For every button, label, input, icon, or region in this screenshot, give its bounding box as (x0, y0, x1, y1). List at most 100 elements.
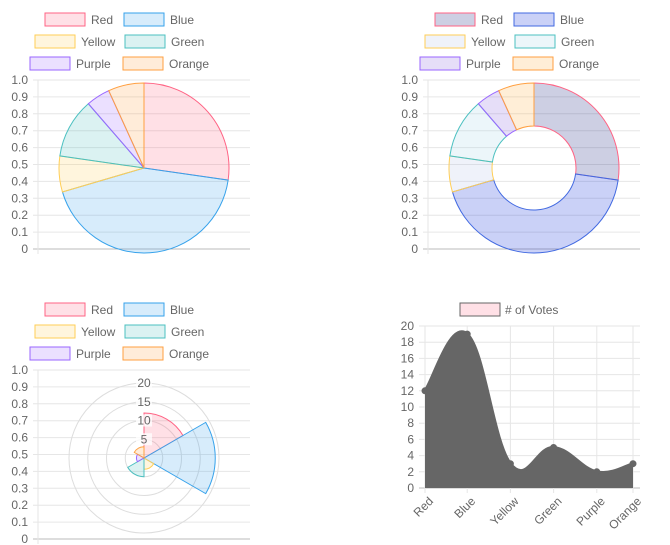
legend-swatch-orange (122, 56, 164, 71)
legend-label-orange: Orange (169, 57, 209, 71)
y-tick-label: 0.5 (11, 158, 28, 172)
y-tick-label: 0.3 (11, 191, 28, 205)
polar-legend: Red Blue Yellow Green Purple Orange (29, 302, 209, 361)
pie-slice-orange (108, 82, 145, 169)
y-tick-label: 1.0 (11, 363, 28, 377)
polar-tick-label: 15 (137, 395, 151, 409)
polar-sector-orange (133, 446, 145, 459)
legend-swatch-orange (512, 56, 554, 71)
legend-label-votes: # of Votes (505, 303, 558, 317)
legend-swatch-yellow (34, 34, 76, 49)
y-tick-label: 0.9 (11, 380, 28, 394)
legend-swatch-blue (123, 12, 165, 27)
y-tick-label: 14 (401, 368, 415, 382)
y-tick-label: 0.2 (11, 208, 28, 222)
pie-slice-red (143, 82, 230, 181)
legend-label-orange: Orange (169, 347, 209, 361)
legend-label-yellow: Yellow (81, 35, 116, 49)
y-tick-label: 10 (401, 400, 415, 414)
polar-sector-red (143, 412, 184, 459)
y-tick-label: 0.7 (11, 414, 28, 428)
y-tick-label: 0.5 (11, 448, 28, 462)
legend-swatch-green (124, 34, 166, 49)
area-chart: # of Votes 0 2 4 6 8 10 12 14 16 18 20 Red Blue Yellow… (401, 302, 644, 532)
legend-swatch-red (44, 302, 86, 317)
polar-tick-backdrop (136, 395, 152, 408)
legend-swatch-purple (419, 56, 461, 71)
legend-label-purple: Purple (76, 57, 111, 71)
y-tick-label: 0.5 (401, 158, 418, 172)
doughnut-chart: Red Blue Yellow Green Purple Orange 0 0.1 0.2 0.3… (401, 12, 640, 256)
legend-label-purple: Purple (76, 347, 111, 361)
legend-swatch-votes (459, 302, 501, 317)
legend-swatch-red (434, 12, 476, 27)
y-tick-label: 1.0 (401, 73, 418, 87)
polar-tick-label: 5 (141, 432, 148, 446)
y-tick-label: 0 (407, 481, 414, 495)
doughnut-slice-red (533, 82, 620, 181)
polar-tick-label: 10 (137, 414, 151, 428)
data-point-green (550, 444, 558, 451)
legend-label-red: Red (91, 303, 113, 317)
legend-label-orange: Orange (559, 57, 599, 71)
y-tick-label: 0 (411, 242, 418, 256)
y-tick-label: 0.3 (401, 191, 418, 205)
polar-tick-backdrop (136, 414, 152, 427)
legend-label-purple: Purple (466, 57, 501, 71)
legend-swatch-purple (29, 346, 71, 361)
y-tick-label: 0.8 (11, 107, 28, 121)
polar-area-chart: Red Blue Yellow Green Purple Orange 0 0.1 0.2 0.3… (11, 302, 250, 545)
legend-label-green: Green (561, 35, 594, 49)
y-tick-label: 4 (407, 449, 414, 463)
pie-chart: Red Blue Yellow Green Purple Orange 0 0.1 0.2 0.3… (11, 12, 250, 256)
y-tick-label: 6 (407, 432, 414, 446)
polar-sector-blue (143, 421, 216, 495)
legend-swatch-green (124, 324, 166, 339)
y-tick-label: 0 (21, 242, 28, 256)
legend-swatch-green (514, 34, 556, 49)
legend-swatch-purple (29, 56, 71, 71)
x-tick-label-yellow: Yellow (487, 494, 521, 528)
y-tick-label: 0.7 (11, 124, 28, 138)
y-tick-label: 1.0 (11, 73, 28, 87)
y-tick-label: 0.6 (11, 141, 28, 155)
x-tick-label-orange: Orange (606, 494, 644, 532)
legend-label-yellow: Yellow (81, 325, 116, 339)
y-tick-label: 0.9 (11, 90, 28, 104)
legend-label-blue: Blue (170, 13, 194, 27)
legend-label-blue: Blue (560, 13, 584, 27)
y-tick-label: 0.4 (11, 174, 28, 188)
y-tick-label: 0.2 (401, 208, 418, 222)
x-tick-label-green: Green (531, 494, 564, 527)
legend-swatch-blue (513, 12, 555, 27)
y-tick-label: 0.1 (11, 515, 28, 529)
data-point-yellow (506, 460, 514, 468)
y-tick-label: 0.1 (401, 225, 418, 239)
x-tick-label-purple: Purple (573, 494, 608, 529)
y-tick-label: 12 (401, 384, 415, 398)
y-tick-label: 0.6 (11, 431, 28, 445)
y-tick-label: 0 (21, 532, 28, 545)
data-point-blue (463, 330, 471, 338)
data-point-red (421, 387, 429, 395)
polar-tick-backdrop (136, 433, 152, 446)
legend-swatch-blue (123, 302, 165, 317)
polar-tick-label: 20 (137, 376, 151, 390)
y-tick-label: 0.6 (401, 141, 418, 155)
legend-swatch-orange (122, 346, 164, 361)
y-tick-label: 0.3 (11, 481, 28, 495)
doughnut-slice-blue (451, 173, 619, 254)
pie-slice-blue (61, 167, 229, 254)
y-tick-label: 18 (401, 335, 415, 349)
legend-swatch-red (44, 12, 86, 27)
y-tick-label: 0.9 (401, 90, 418, 104)
data-point-purple (593, 468, 601, 476)
y-tick-label: 0.4 (401, 174, 418, 188)
y-tick-label: 16 (401, 351, 415, 365)
polar-sector-green (127, 457, 145, 478)
doughnut-slice-orange (498, 82, 535, 131)
legend-label-yellow: Yellow (471, 35, 506, 49)
x-tick-label-red: Red (411, 494, 436, 519)
legend-label-red: Red (91, 13, 113, 27)
